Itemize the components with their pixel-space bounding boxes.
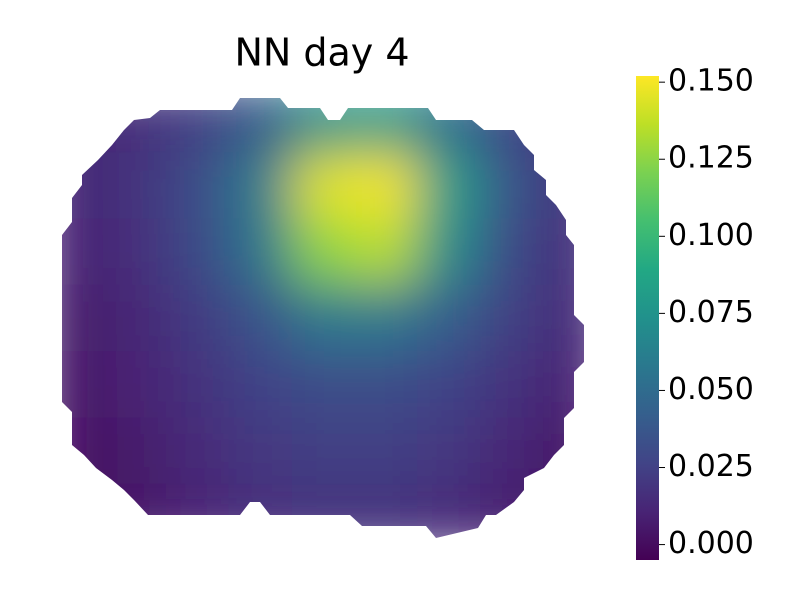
heatmap-cell — [165, 417, 230, 485]
colorbar-tick-label: 0.025 — [668, 449, 754, 484]
heatmap-cell — [417, 483, 481, 538]
heatmap-cell — [291, 98, 355, 153]
heatmap-cell — [165, 218, 230, 286]
heatmap-cell — [228, 417, 293, 485]
heatmap-cell — [165, 284, 230, 352]
heatmap-cell — [102, 152, 167, 220]
heatmap-cell — [165, 98, 230, 153]
heatmap-cell — [62, 218, 104, 286]
heatmap-cell — [62, 417, 104, 485]
heatmap-cell — [480, 351, 544, 418]
heatmap-cell — [228, 218, 293, 286]
heatmap-cell — [291, 218, 355, 286]
heatmap-cell — [228, 483, 293, 538]
heatmap-cell — [480, 218, 544, 286]
heatmap-cell — [102, 417, 167, 485]
heatmap-cell — [228, 98, 293, 153]
heatmap-cell — [228, 152, 293, 220]
heatmap-cell — [102, 351, 167, 418]
colorbar-tick-label: 0.000 — [668, 526, 754, 561]
heatmap-cell — [417, 98, 481, 153]
colorbar — [636, 76, 659, 560]
colorbar-tick-label: 0.150 — [668, 64, 754, 99]
heatmap-cell — [543, 483, 584, 538]
chart-title: NN day 4 — [234, 31, 409, 75]
heatmap-cell — [102, 284, 167, 352]
heatmap-cell — [543, 417, 584, 485]
colorbar-tick-label: 0.125 — [668, 141, 754, 176]
heatmap-cell — [291, 284, 355, 352]
heatmap-cell — [62, 483, 104, 538]
heatmap-cell — [165, 351, 230, 418]
heatmap-cell — [291, 483, 355, 538]
heatmap-cell — [291, 417, 355, 485]
heatmap-cell — [480, 483, 544, 538]
heatmap-cell — [102, 98, 167, 153]
heatmap-cell — [291, 152, 355, 220]
heatmap-cell — [354, 98, 418, 153]
heatmap-cell — [62, 98, 104, 153]
heatmap-cell — [291, 351, 355, 418]
heatmap-cell — [543, 284, 584, 352]
heatmap-cells — [62, 98, 584, 538]
heatmap-cell — [543, 351, 584, 418]
heatmap-cell — [354, 218, 418, 286]
heatmap-cell — [480, 417, 544, 485]
colorbar-axis: 0.000 0.025 0.050 0.075 0.100 0.125 0.150 — [659, 64, 754, 561]
heatmap-cell — [354, 284, 418, 352]
heatmap-cell — [417, 351, 481, 418]
heatmap-cell — [354, 152, 418, 220]
heatmap-cell — [165, 152, 230, 220]
colorbar-tick-label: 0.100 — [668, 218, 754, 253]
heatmap-cell — [354, 351, 418, 418]
heatmap-cell — [417, 152, 481, 220]
heatmap-cell — [417, 417, 481, 485]
heatmap-cell — [417, 284, 481, 352]
heatmap-cell — [543, 152, 584, 220]
heatmap-cell — [102, 218, 167, 286]
heatmap-cell — [62, 152, 104, 220]
heatmap-cell — [354, 483, 418, 538]
heatmap-cell — [480, 152, 544, 220]
heatmap — [62, 98, 584, 538]
heatmap-cell — [228, 351, 293, 418]
heatmap-cell — [62, 284, 104, 352]
heatmap-cell — [354, 417, 418, 485]
heatmap-cell — [417, 218, 481, 286]
colorbar-tick-label: 0.050 — [668, 372, 754, 407]
heatmap-cell — [480, 98, 544, 153]
heatmap-cell — [480, 284, 544, 352]
heatmap-cell — [543, 98, 584, 153]
heatmap-cell — [102, 483, 167, 538]
heatmap-cell — [543, 218, 584, 286]
heatmap-cell — [165, 483, 230, 538]
heatmap-cell — [228, 284, 293, 352]
colorbar-tick-label: 0.075 — [668, 295, 754, 330]
heatmap-cell — [62, 351, 104, 418]
